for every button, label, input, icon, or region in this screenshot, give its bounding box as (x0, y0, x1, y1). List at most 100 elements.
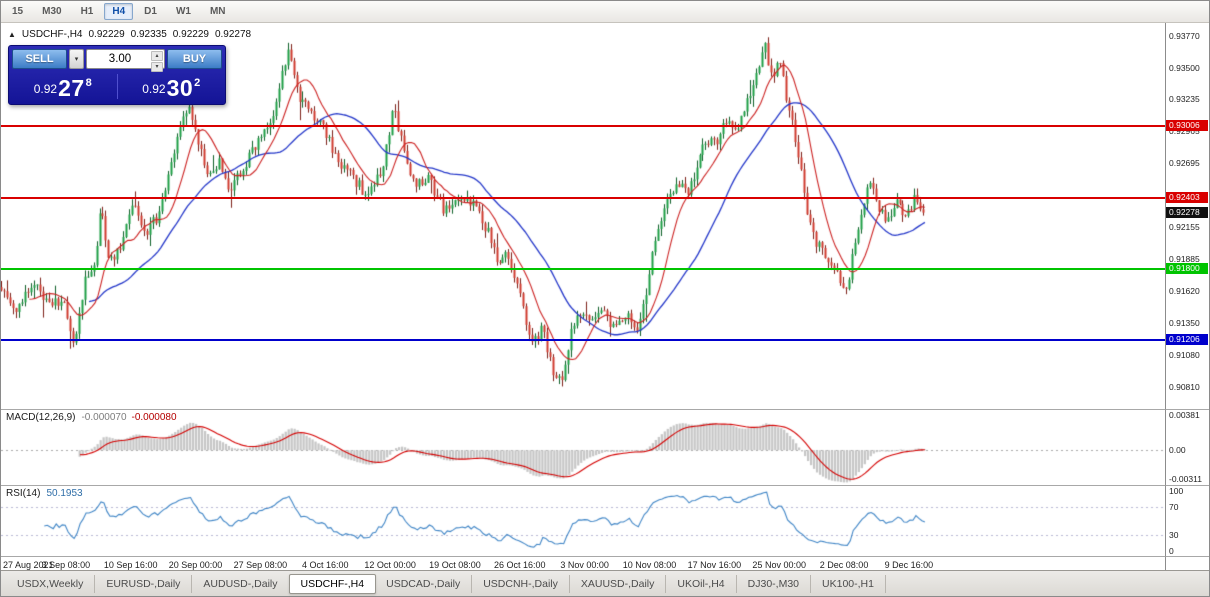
volume-stepper: ▴ ▾ (151, 51, 163, 72)
buy-price-prefix: 0.92 (142, 82, 166, 96)
timeframe-toolbar: 15 M30 H1 H4 D1 W1 MN (1, 1, 1209, 23)
price-line-0.91800[interactable] (1, 268, 1165, 271)
macd-canvas (1, 410, 1165, 485)
sell-button[interactable]: SELL (12, 49, 67, 69)
price-axis-tick: 0.92695 (1169, 158, 1200, 169)
time-axis[interactable]: 27 Aug 2021 3 Sep 08:00 10 Sep 16:00 20 Sep… (1, 556, 1165, 574)
ohlc-high: 0.92335 (130, 29, 167, 40)
panel-collapse-icon[interactable]: ▲ (8, 30, 16, 39)
chart-symbol-period: USDCHF-,H4 (21, 29, 83, 40)
sell-price-display[interactable]: 0.92 27 8 (12, 72, 114, 101)
price-line-0.91206[interactable] (1, 338, 1165, 341)
macd-panel[interactable]: MACD(12,26,9) -0.000070 -0.000080 (1, 409, 1165, 485)
chart-tab-dj30-m30[interactable]: DJ30-,M30 (737, 574, 812, 593)
timeframe-button-h1[interactable]: H1 (80, 6, 94, 17)
chart-tab-usdchf-h4[interactable]: USDCHF-,H4 (288, 573, 377, 594)
macd-axis-tick: 0.00 (1169, 445, 1186, 456)
time-axis-label: 4 Oct 16:00 (301, 560, 349, 570)
ohlc-open: 0.92229 (88, 29, 125, 40)
volume-up-icon[interactable]: ▴ (151, 51, 163, 61)
chart-window: ▲ USDCHF-,H4 0.92229 0.92335 0.92229 0.9… (1, 23, 1209, 574)
timeframe-button-mn[interactable]: MN (209, 6, 226, 17)
price-axis[interactable]: 0.937700.935000.932350.929650.926950.924… (1165, 23, 1209, 409)
rsi-canvas (1, 486, 1165, 556)
chart-tab-ukoil-h4[interactable]: UKOil-,H4 (666, 574, 737, 593)
chart-tab-uk100-h1[interactable]: UK100-,H1 (811, 574, 886, 593)
timeframe-button-15[interactable]: 15 (12, 6, 24, 17)
time-axis-label: 3 Sep 08:00 (41, 560, 91, 570)
price-axis-tick: 0.92155 (1169, 222, 1200, 233)
rsi-axis-tick: 70 (1169, 502, 1179, 512)
sell-price-point: 8 (85, 77, 92, 89)
rsi-axis: 100 70 30 0 (1165, 485, 1209, 556)
rsi-axis-tick: 0 (1169, 546, 1174, 556)
time-axis-label: 27 Aug 2021 (3, 560, 54, 570)
time-axis-corner (1165, 556, 1209, 574)
macd-label: MACD(12,26,9) -0.000070 -0.000080 (6, 412, 177, 423)
chevron-down-icon: ▾ (74, 56, 79, 63)
price-axis-tick: 0.91620 (1169, 285, 1200, 296)
time-axis-label: 2 Dec 08:00 (819, 560, 869, 570)
buy-price-display[interactable]: 0.92 30 2 (121, 72, 223, 101)
time-axis-label: 26 Oct 16:00 (494, 560, 546, 570)
timeframe-button-w1[interactable]: W1 (175, 6, 191, 17)
main-chart-plot[interactable]: ▲ USDCHF-,H4 0.92229 0.92335 0.92229 0.9… (1, 23, 1165, 409)
price-line-label-0.91206: 0.91206 (1166, 333, 1208, 345)
ohlc-close: 0.92278 (214, 29, 252, 40)
chart-tab-xauusd-daily[interactable]: XAUUSD-,Daily (570, 574, 667, 593)
price-axis-tick: 0.90810 (1169, 381, 1200, 392)
volume-down-icon[interactable]: ▾ (151, 62, 163, 72)
order-options-dropdown[interactable]: ▾ (69, 49, 84, 69)
time-axis-label: 27 Sep 08:00 (233, 560, 288, 570)
chart-tab-usdcad-daily[interactable]: USDCAD-,Daily (375, 574, 473, 593)
price-line-label-0.93006: 0.93006 (1166, 120, 1208, 132)
price-line-label-0.92403: 0.92403 (1166, 191, 1208, 203)
price-line-0.93006[interactable] (1, 125, 1165, 128)
chart-ohlc-header: ▲ USDCHF-,H4 0.92229 0.92335 0.92229 0.9… (8, 29, 251, 40)
time-axis-label: 25 Nov 00:00 (752, 560, 806, 570)
time-axis-label: 12 Oct 00:00 (364, 560, 416, 570)
timeframe-button-h4[interactable]: H4 (104, 3, 134, 20)
timeframe-button-m30[interactable]: M30 (42, 6, 62, 17)
price-line-label-0.91800: 0.91800 (1166, 263, 1208, 275)
buy-button[interactable]: BUY (167, 49, 222, 69)
chart-tab-usdx-weekly[interactable]: USDX,Weekly (6, 574, 96, 593)
price-divider (116, 74, 118, 99)
time-axis-label: 17 Nov 16:00 (687, 560, 742, 570)
rsi-axis-tick: 30 (1169, 530, 1179, 540)
time-axis-label: 3 Nov 00:00 (560, 560, 609, 570)
chart-tab-eurusd-daily[interactable]: EURUSD-,Daily (95, 574, 193, 593)
price-axis-tick: 0.91350 (1169, 317, 1200, 328)
volume-field: ▴ ▾ (86, 49, 165, 72)
timeframe-button-d1[interactable]: D1 (144, 6, 157, 17)
rsi-panel[interactable]: RSI(14) 50.1953 (1, 485, 1165, 556)
price-axis-tick: 0.91080 (1169, 349, 1200, 360)
rsi-label: RSI(14) 50.1953 (6, 488, 83, 499)
buy-price-point: 2 (194, 77, 201, 89)
time-axis-label: 20 Sep 00:00 (168, 560, 223, 570)
rsi-axis-tick: 100 (1169, 486, 1184, 496)
macd-axis: 0.00381 0.00 -0.00311 (1165, 409, 1209, 485)
macd-axis-tick: -0.00311 (1169, 473, 1202, 484)
time-axis-label: 10 Nov 08:00 (622, 560, 677, 570)
price-axis-tick: 0.93770 (1169, 31, 1200, 42)
volume-input[interactable] (87, 53, 164, 65)
price-axis-tick: 0.91885 (1169, 254, 1200, 265)
price-axis-tick: 0.93235 (1169, 94, 1200, 105)
macd-axis-tick: 0.00381 (1169, 410, 1200, 421)
time-axis-label: 10 Sep 16:00 (103, 560, 158, 570)
price-line-0.92403[interactable] (1, 196, 1165, 199)
time-axis-label: 19 Oct 08:00 (429, 560, 481, 570)
chart-tab-audusd-daily[interactable]: AUDUSD-,Daily (192, 574, 290, 593)
one-click-trading-panel: SELL ▾ ▴ ▾ BUY 0.92 27 8 (8, 45, 226, 105)
sell-price-prefix: 0.92 (33, 82, 58, 96)
chart-tab-bar: USDX,Weekly EURUSD-,Daily AUDUSD-,Daily USD… (1, 570, 1209, 596)
buy-price-pips: 30 (166, 75, 194, 101)
ohlc-low: 0.92229 (172, 29, 209, 40)
current-price-label: 0.92278 (1166, 206, 1208, 218)
chart-tab-usdcnh-daily[interactable]: USDCNH-,Daily (472, 574, 570, 593)
price-axis-tick: 0.93500 (1169, 62, 1200, 73)
time-axis-label: 9 Dec 16:00 (884, 560, 934, 570)
sell-price-pips: 27 (58, 75, 85, 101)
